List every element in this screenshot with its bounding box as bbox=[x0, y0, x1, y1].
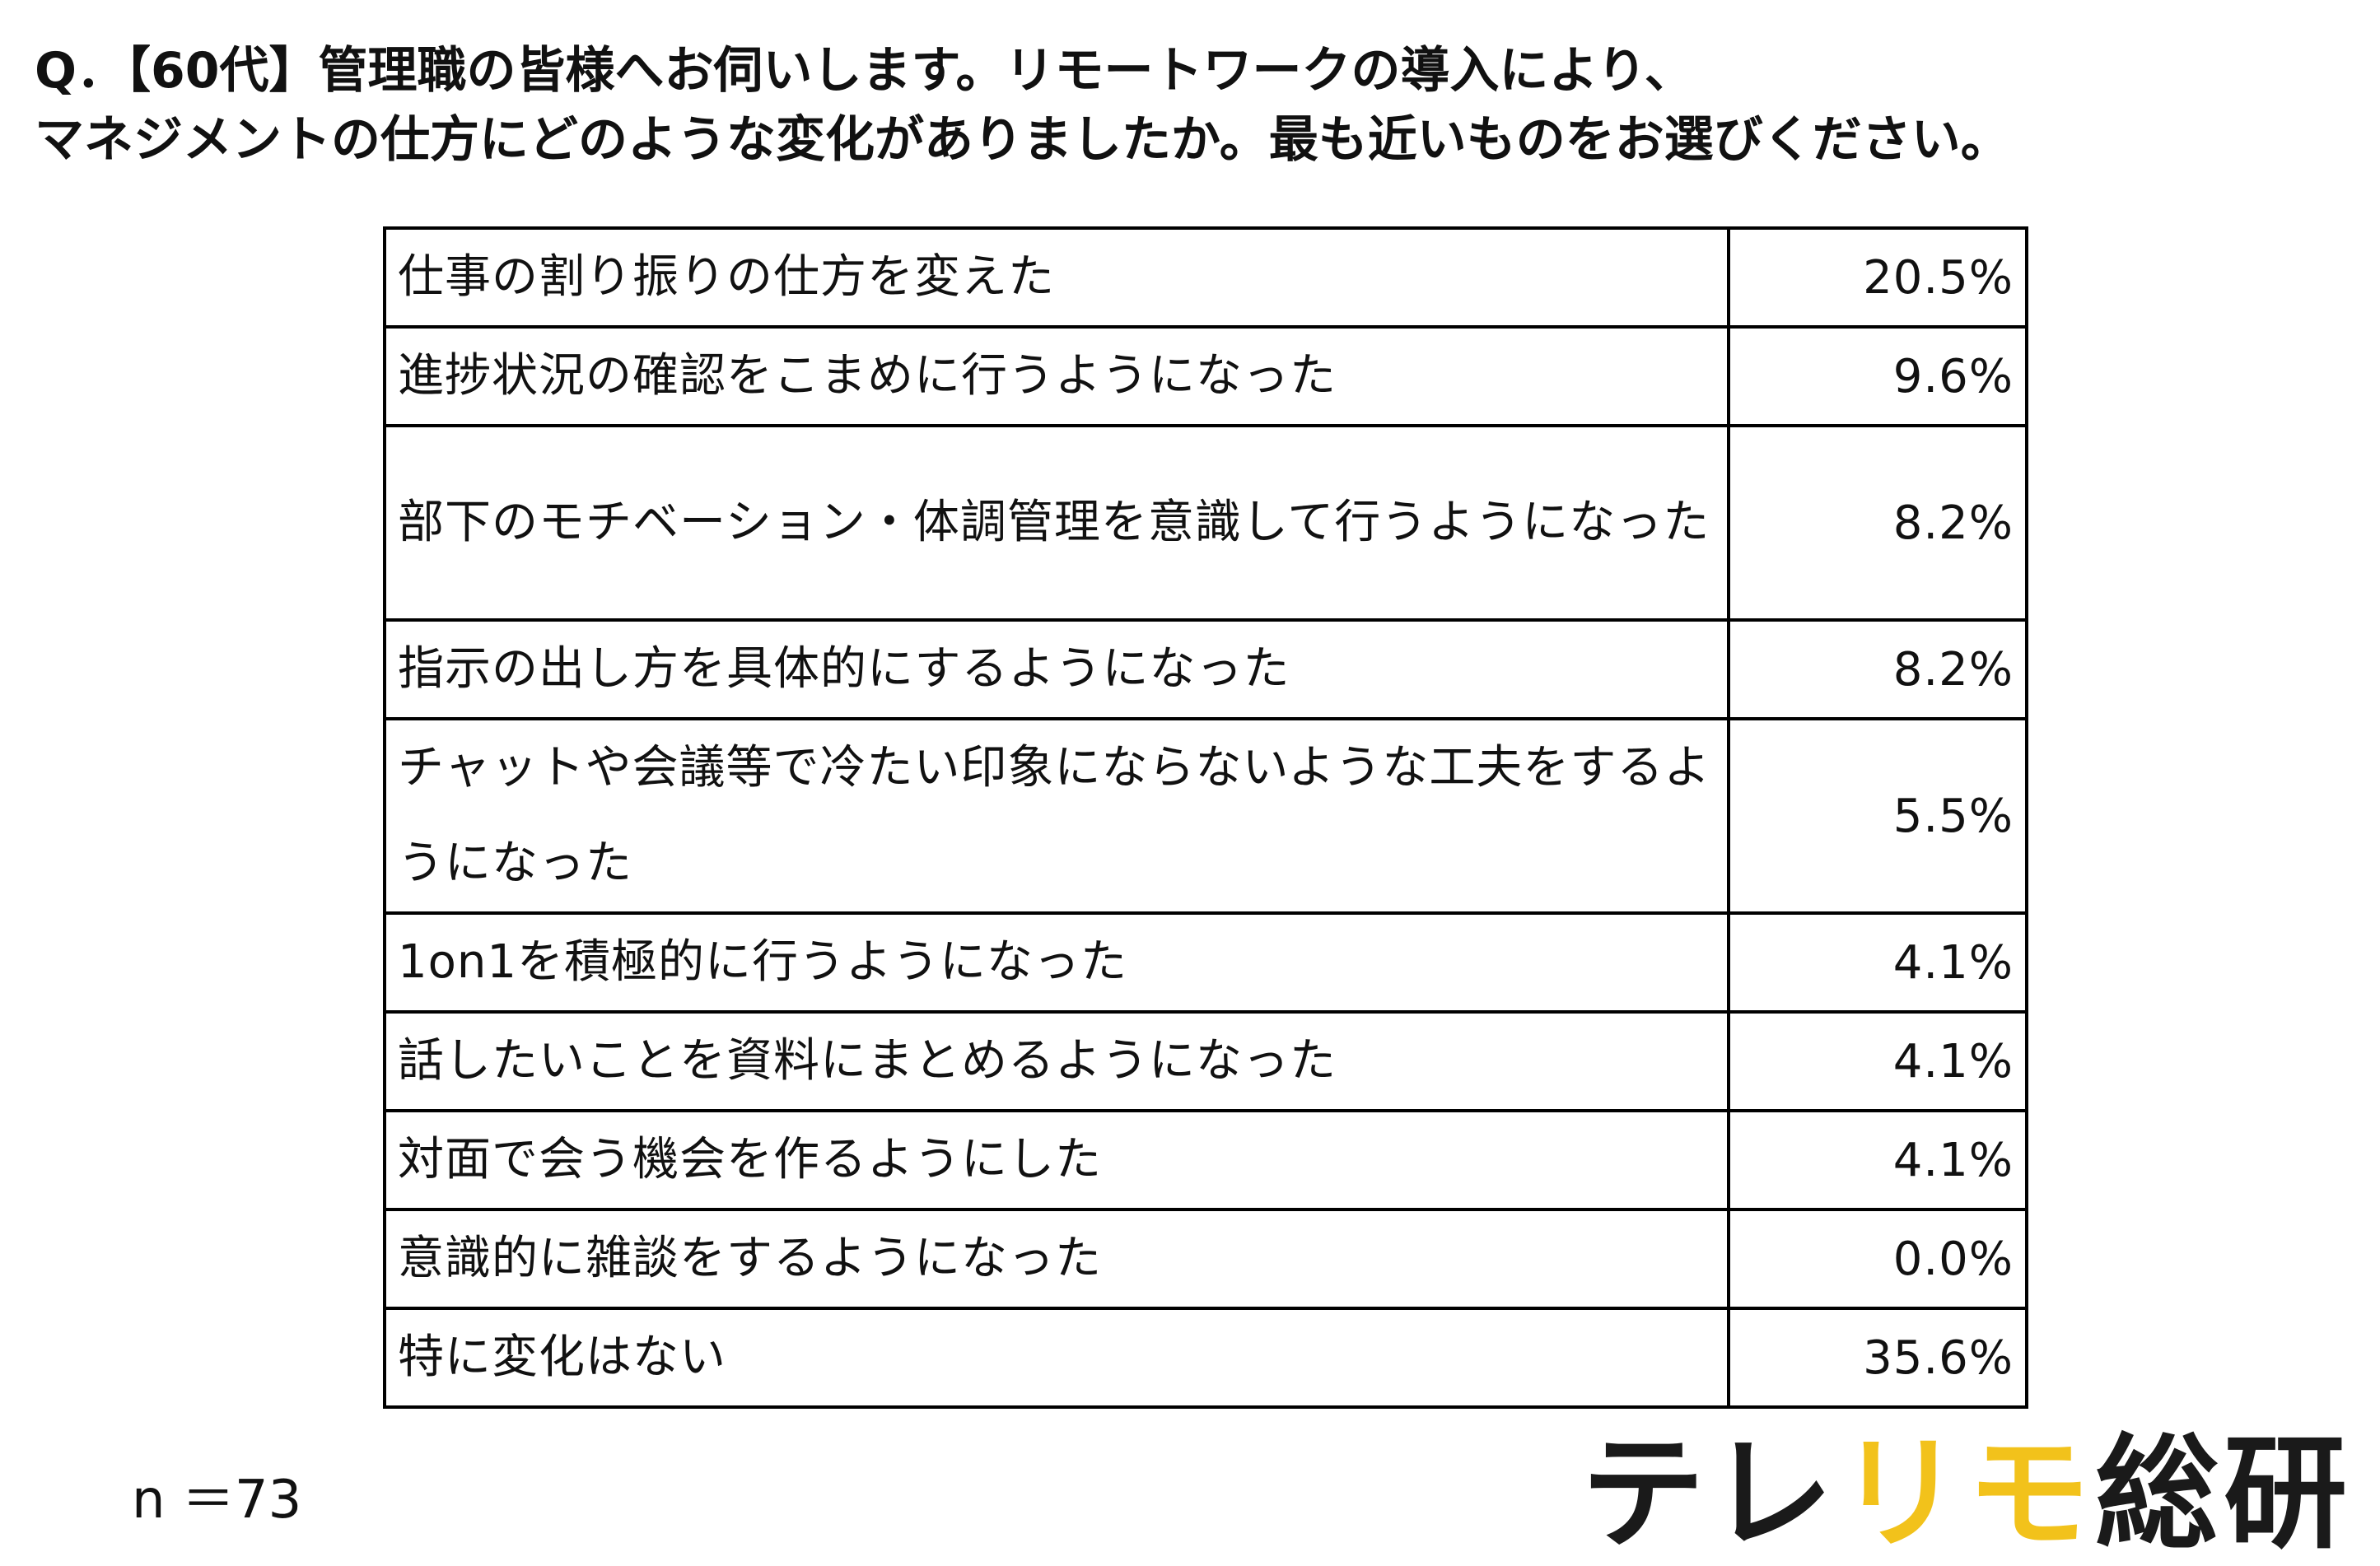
row-percentage: 4.1% bbox=[1727, 1109, 2028, 1211]
row-percentage: 35.6% bbox=[1727, 1307, 2028, 1409]
row-percentage: 20.5% bbox=[1727, 226, 2028, 329]
row-percentage: 0.0% bbox=[1727, 1208, 2028, 1310]
question-line-2: マネジメントの仕方にどのような変化がありましたか。最も近いものをお選びください。 bbox=[35, 111, 2010, 169]
row-percentage: 8.2% bbox=[1727, 424, 2028, 622]
table-row: チャットや会議等で冷たい印象にならないような工夫をするようになった 5.5% bbox=[383, 717, 2028, 915]
question-line-1: Q．【60代】管理職の皆様へお伺いします。リモートワークの導入により、 bbox=[35, 42, 1694, 100]
table-row: 特に変化はない 35.6% bbox=[383, 1307, 2028, 1409]
row-percentage: 9.6% bbox=[1727, 325, 2028, 427]
row-label: チャットや会議等で冷たい印象にならないような工夫をするようになった bbox=[383, 717, 1730, 915]
logo-text-tele: テレ bbox=[1581, 1423, 1839, 1566]
logo-text-souken: 総研 bbox=[2095, 1423, 2353, 1566]
sample-size-label: n ＝73 bbox=[132, 1470, 302, 1531]
table-row: 進捗状況の確認をこまめに行うようになった 9.6% bbox=[383, 325, 2028, 427]
row-label: 指示の出し方を具体的にするようになった bbox=[383, 618, 1730, 720]
table-row: 指示の出し方を具体的にするようになった 8.2% bbox=[383, 618, 2028, 720]
row-label: 話したいことを資料にまとめるようになった bbox=[383, 1010, 1730, 1112]
logo-text-rimo: リモ bbox=[1838, 1423, 2096, 1566]
row-percentage: 4.1% bbox=[1727, 1010, 2028, 1112]
row-percentage: 5.5% bbox=[1727, 717, 2028, 915]
row-label: 意識的に雑談をするようになった bbox=[383, 1208, 1730, 1310]
table-row: 話したいことを資料にまとめるようになった 4.1% bbox=[383, 1010, 2028, 1112]
row-label: 対面で会う機会を作るようにした bbox=[383, 1109, 1730, 1211]
row-label: 進捗状況の確認をこまめに行うようになった bbox=[383, 325, 1730, 427]
row-percentage: 4.1% bbox=[1727, 911, 2028, 1014]
table-row: 1on1を積極的に行うようになった 4.1% bbox=[383, 911, 2028, 1014]
row-label: 特に変化はない bbox=[383, 1307, 1730, 1409]
results-table: 仕事の割り振りの仕方を変えた 20.5% 進捗状況の確認をこまめに行うようになっ… bbox=[383, 226, 2028, 1409]
row-percentage: 8.2% bbox=[1727, 618, 2028, 720]
table-row: 対面で会う機会を作るようにした 4.1% bbox=[383, 1109, 2028, 1211]
brand-logo: テレリモ総研 bbox=[1581, 1433, 2352, 1556]
row-label: 1on1を積極的に行うようになった bbox=[383, 911, 1730, 1014]
row-label: 仕事の割り振りの仕方を変えた bbox=[383, 226, 1730, 329]
results-table-container: 仕事の割り振りの仕方を変えた 20.5% 進捗状況の確認をこまめに行うようになっ… bbox=[383, 226, 2028, 1409]
row-label: 部下のモチベーション・体調管理を意識して行うようになった bbox=[383, 424, 1730, 622]
table-row: 仕事の割り振りの仕方を変えた 20.5% bbox=[383, 226, 2028, 329]
table-row: 部下のモチベーション・体調管理を意識して行うようになった 8.2% bbox=[383, 424, 2028, 622]
table-row: 意識的に雑談をするようになった 0.0% bbox=[383, 1208, 2028, 1310]
question-title: Q．【60代】管理職の皆様へお伺いします。リモートワークの導入により、 マネジメ… bbox=[35, 36, 2357, 175]
